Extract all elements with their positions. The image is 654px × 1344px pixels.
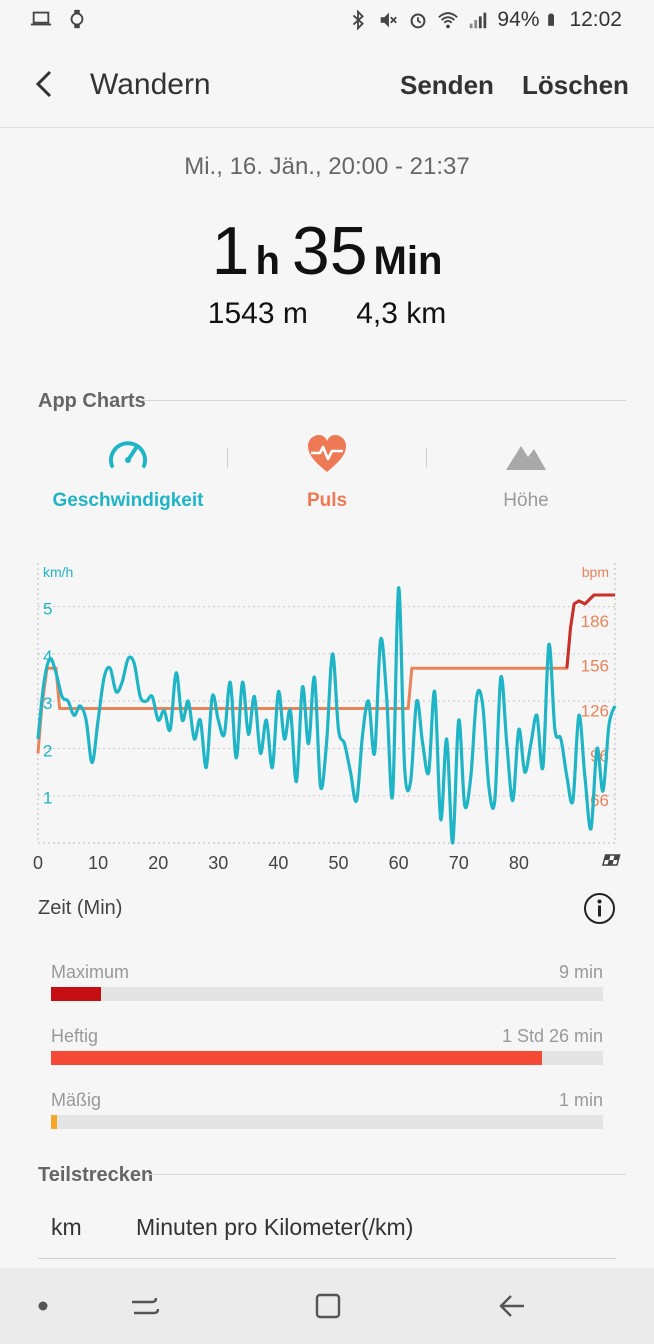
zone-track (51, 1051, 603, 1065)
battery-icon (548, 13, 555, 26)
zone-fill (51, 1115, 57, 1129)
splits-divider (38, 1258, 616, 1259)
tab-speed[interactable]: Geschwindigkeit (28, 432, 228, 512)
summary-stats: 1543 m 4,3 km (0, 297, 654, 331)
dot-icon[interactable] (25, 1288, 61, 1324)
zone-track (51, 1115, 603, 1129)
y-right-tick-label: 126 (581, 702, 609, 721)
duration-hours-unit: h (255, 239, 280, 283)
zone-value: 1 min (558, 1090, 603, 1110)
x-tick-label: 20 (148, 853, 168, 873)
alarm-icon (410, 13, 426, 29)
send-button[interactable]: Senden (400, 70, 494, 100)
recent-apps-icon[interactable] (127, 1288, 163, 1324)
back-icon[interactable] (494, 1288, 530, 1324)
x-tick-label: 60 (389, 853, 409, 873)
speedometer-icon (109, 441, 147, 468)
elevation-value: 1543 m (207, 297, 308, 330)
date-range: Mi., 16. Jän., 20:00 - 21:37 (184, 153, 470, 180)
speed-line (36, 586, 617, 845)
battery-percent: 94% (497, 8, 540, 31)
tab-altitude[interactable]: Höhe (426, 432, 626, 512)
tab-pulse-label: Puls (306, 490, 348, 511)
page-title: Wandern (90, 68, 211, 101)
app-bar: Wandern Senden Löschen (0, 44, 654, 128)
zone-track (51, 987, 603, 1001)
tab-altitude-label: Höhe (503, 490, 549, 511)
y-left-tick-label: 2 (43, 741, 52, 760)
tab-separator (227, 448, 228, 468)
x-tick-label: 40 (268, 853, 288, 873)
home-icon[interactable] (310, 1288, 346, 1324)
navigation-bar (0, 1268, 654, 1344)
mute-icon (381, 12, 398, 28)
x-tick-label: 10 (88, 853, 108, 873)
duration: 1 h 35 Min (0, 212, 654, 290)
heart-pulse-icon (308, 435, 346, 472)
zone-label: Maximum (51, 962, 130, 982)
distance-value: 4,3 km (356, 297, 447, 330)
x-tick-label: 30 (208, 853, 228, 873)
x-tick-label: 0 (33, 853, 43, 873)
splits-col-km: km (51, 1214, 82, 1240)
y-right-tick-label: 186 (581, 612, 609, 631)
y-right-unit: bpm (582, 564, 609, 580)
y-left-unit: km/h (43, 564, 73, 580)
duration-minutes-unit: Min (373, 239, 443, 283)
laptop-icon (30, 11, 52, 26)
wifi-icon (438, 12, 459, 29)
zone-label: Heftig (51, 1026, 99, 1046)
pulse-line-max-zone (565, 593, 615, 669)
x-tick-label: 70 (449, 853, 469, 873)
zone-value: 9 min (558, 962, 603, 982)
splits-col-pace: Minuten pro Kilometer(/km) (136, 1214, 414, 1240)
tab-separator (426, 448, 427, 468)
app-charts-heading: App Charts (38, 390, 146, 412)
mountain-icon (506, 446, 546, 470)
section-divider (140, 400, 626, 401)
x-tick-label: 50 (329, 853, 349, 873)
watch-icon (70, 9, 84, 29)
y-left-tick-label: 5 (43, 600, 52, 619)
delete-button[interactable]: Löschen (522, 70, 629, 100)
status-left-icons (30, 8, 88, 30)
y-left-tick-label: 3 (43, 694, 52, 713)
signal-icon (470, 12, 487, 29)
tab-pulse[interactable]: Puls (227, 432, 427, 512)
y-left-tick-label: 1 (43, 789, 52, 808)
splits-heading: Teilstrecken (38, 1164, 154, 1186)
zone-fill (51, 1051, 543, 1065)
clock-time: 12:02 (569, 8, 622, 31)
duration-minutes: 35 (291, 213, 368, 289)
zone-fill (51, 987, 101, 1001)
info-circle-icon[interactable] (583, 892, 616, 925)
section-divider (148, 1174, 626, 1175)
duration-hours: 1 (211, 213, 250, 289)
y-left-tick-label: 4 (43, 647, 52, 666)
x-tick-label: 80 (509, 853, 529, 873)
finish-flag-checker (604, 855, 620, 865)
back-arrow-icon[interactable] (28, 66, 64, 102)
tab-speed-label: Geschwindigkeit (52, 490, 204, 511)
status-bar: 94% 12:02 (0, 0, 654, 40)
y-right-tick-label: 156 (581, 657, 609, 676)
status-right-icons: 94% 12:02 (347, 8, 622, 32)
bluetooth-icon (353, 9, 365, 31)
zone-label: Mäßig (51, 1090, 102, 1110)
x-axis-title: Zeit (Min) (38, 897, 123, 919)
zone-value: 1 Std 26 min (501, 1026, 603, 1046)
